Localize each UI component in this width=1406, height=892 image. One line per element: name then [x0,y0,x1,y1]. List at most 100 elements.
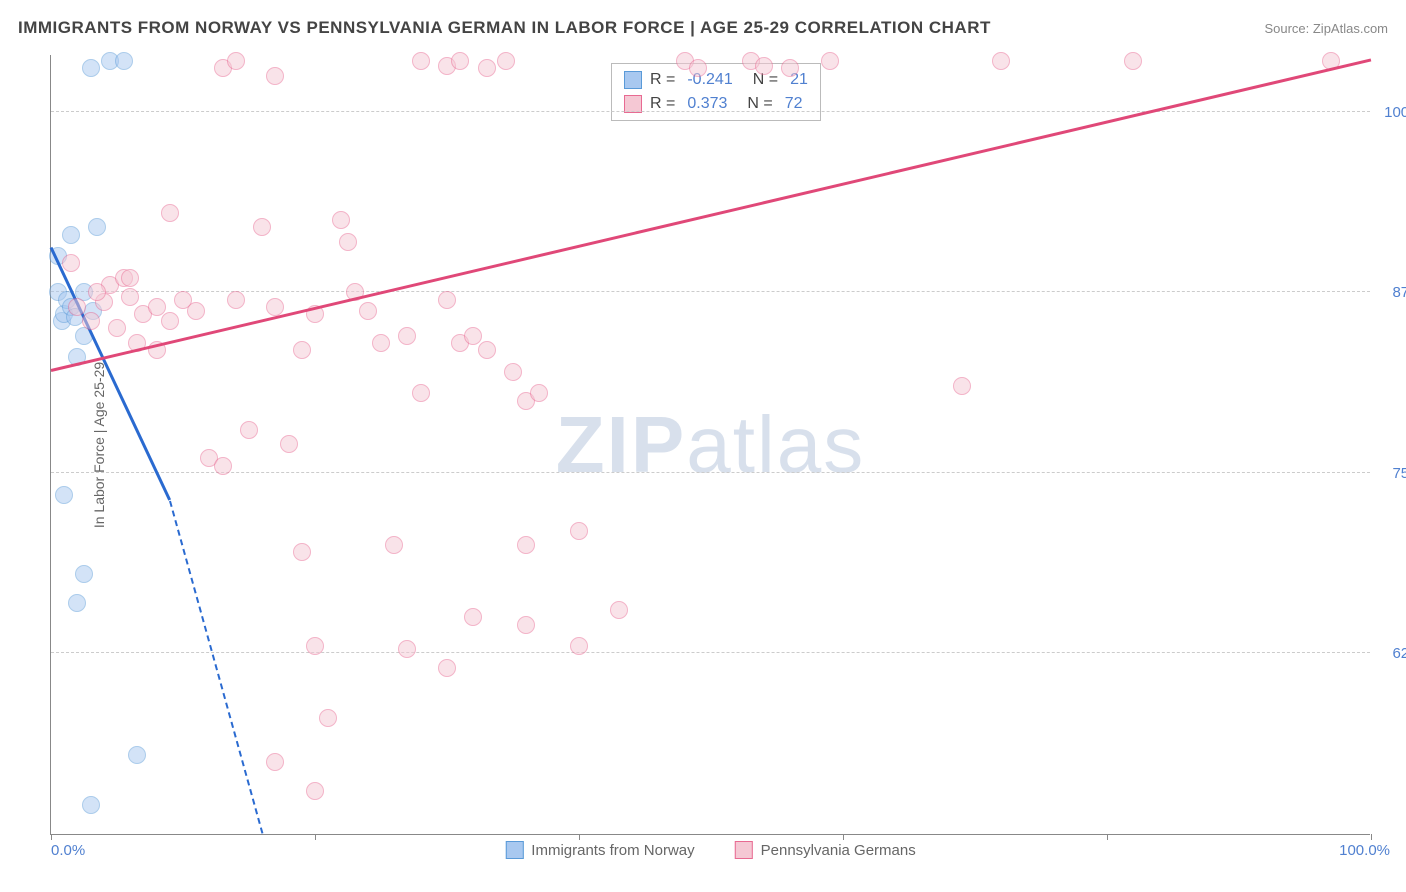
data-point [161,312,179,330]
data-point [253,218,271,236]
data-point [517,616,535,634]
data-point [227,52,245,70]
data-point [293,543,311,561]
data-point [266,67,284,85]
data-point [266,753,284,771]
legend-swatch [505,841,523,859]
data-point [280,435,298,453]
series-legend-item: Pennsylvania Germans [735,841,916,859]
data-point [398,640,416,658]
legend-swatch [624,71,642,89]
data-point [339,233,357,251]
series-label: Immigrants from Norway [531,842,694,859]
source-attribution: Source: ZipAtlas.com [1264,21,1388,36]
gridline [51,472,1370,473]
data-point [781,59,799,77]
data-point [689,59,707,77]
data-point [240,421,258,439]
data-point [108,319,126,337]
data-point [121,269,139,287]
trend-line-extrapolated [169,501,263,834]
data-point [953,377,971,395]
x-tick [1107,834,1108,840]
data-point [412,384,430,402]
data-point [438,659,456,677]
data-point [82,59,100,77]
data-point [121,288,139,306]
data-point [530,384,548,402]
legend-row: R = 0.373 N = 72 [624,92,808,116]
legend-swatch [735,841,753,859]
data-point [62,226,80,244]
gridline [51,652,1370,653]
data-point [359,302,377,320]
y-tick-label: 87.5% [1392,284,1406,301]
x-label-max: 100.0% [1339,842,1390,859]
series-legend: Immigrants from Norway Pennsylvania Germa… [505,841,915,859]
legend-row: R = -0.241N = 21 [624,68,808,92]
data-point [227,291,245,309]
data-point [148,298,166,316]
x-label-min: 0.0% [51,842,85,859]
y-tick-label: 75.0% [1392,465,1406,482]
legend-r-value: 0.373 [687,92,727,116]
data-point [1124,52,1142,70]
data-point [517,536,535,554]
legend-n-label: N = [747,92,772,116]
data-point [610,601,628,619]
x-tick [51,834,52,840]
data-point [214,457,232,475]
y-tick-label: 62.5% [1392,645,1406,662]
data-point [128,746,146,764]
legend-n-value: 72 [785,92,803,116]
data-point [187,302,205,320]
data-point [570,522,588,540]
data-point [82,312,100,330]
x-tick [579,834,580,840]
series-legend-item: Immigrants from Norway [505,841,694,859]
data-point [161,204,179,222]
data-point [55,486,73,504]
gridline [51,291,1370,292]
legend-r-label: R = [650,68,675,92]
data-point [68,594,86,612]
data-point [570,637,588,655]
x-tick [843,834,844,840]
data-point [319,709,337,727]
data-point [992,52,1010,70]
data-point [266,298,284,316]
data-point [385,536,403,554]
data-point [438,291,456,309]
data-point [372,334,390,352]
data-point [332,211,350,229]
data-point [478,59,496,77]
watermark: ZIPatlas [556,399,865,491]
data-point [478,341,496,359]
data-point [464,608,482,626]
y-tick-label: 100.0% [1384,104,1406,121]
series-label: Pennsylvania Germans [761,842,916,859]
data-point [306,782,324,800]
data-point [88,283,106,301]
chart-header: IMMIGRANTS FROM NORWAY VS PENNSYLVANIA G… [18,18,1388,38]
data-point [755,57,773,75]
data-point [115,52,133,70]
data-point [82,796,100,814]
data-point [412,52,430,70]
data-point [464,327,482,345]
data-point [293,341,311,359]
y-axis-title: In Labor Force | Age 25-29 [91,361,107,527]
data-point [68,298,86,316]
data-point [451,52,469,70]
gridline [51,111,1370,112]
data-point [62,254,80,272]
data-point [88,218,106,236]
data-point [504,363,522,381]
data-point [398,327,416,345]
data-point [497,52,515,70]
data-point [75,565,93,583]
x-tick [315,834,316,840]
x-tick [1371,834,1372,840]
legend-r-label: R = [650,92,675,116]
scatter-chart: ZIPatlas In Labor Force | Age 25-29 R = … [50,55,1370,835]
